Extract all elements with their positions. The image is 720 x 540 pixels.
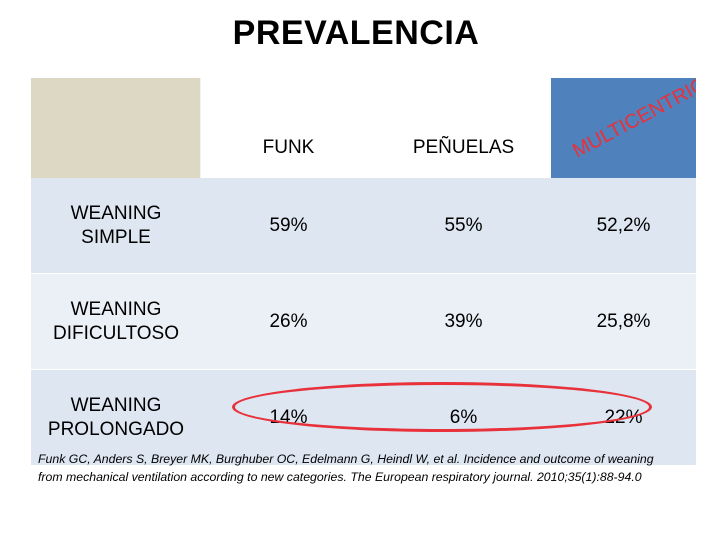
row-label-line: PROLONGADO <box>47 418 185 440</box>
column-header-penuelas: PEÑUELAS <box>412 137 515 159</box>
row-label-line: DIFICULTOSO <box>53 322 179 344</box>
cell-penuelas: 55% <box>444 214 483 236</box>
row-label-line: WEANING <box>70 298 162 320</box>
row-label: WEANING PROLONGADO <box>31 370 201 465</box>
row-label-line: WEANING <box>70 202 162 224</box>
cell-multicentrico: 22% <box>604 406 643 428</box>
citation: Funk GC, Anders S, Breyer MK, Burghuber … <box>38 451 698 487</box>
table-row: WEANING PROLONGADO 14% 6% 22% <box>31 370 696 465</box>
slide-title: PREVALENCIA <box>232 14 480 52</box>
cell-funk: 14% <box>269 406 308 428</box>
row-label: WEANING DIFICULTOSO <box>31 274 201 369</box>
cell-penuelas: 39% <box>444 310 483 332</box>
column-header-funk: FUNK <box>262 137 315 159</box>
cell-multicentrico: 52,2% <box>596 214 651 236</box>
header-empty-cell <box>31 78 201 178</box>
prevalence-table: FUNK PEÑUELAS MULTICENTRICO WEANING SIMPL… <box>31 78 696 465</box>
cell-multicentrico: 25,8% <box>596 310 651 332</box>
column-header-multicentrico: MULTICENTRICO <box>551 78 696 178</box>
table-header-row: FUNK PEÑUELAS MULTICENTRICO <box>31 78 696 178</box>
table-row: WEANING DIFICULTOSO 26% 39% 25,8% <box>31 274 696 369</box>
row-label-line: WEANING <box>70 394 162 416</box>
multicentrico-label-text: MULTICENTRICO <box>569 78 696 162</box>
citation-line: Funk GC, Anders S, Breyer MK, Burghuber … <box>38 452 654 466</box>
citation-line: from mechanical ventilation according to… <box>38 469 642 484</box>
cell-penuelas: 6% <box>449 406 478 428</box>
row-label: WEANING SIMPLE <box>31 178 201 273</box>
row-label-line: SIMPLE <box>81 226 151 248</box>
cell-funk: 26% <box>269 310 308 332</box>
table-row: WEANING SIMPLE 59% 55% 52,2% <box>31 178 696 273</box>
multicentrico-diagonal-label: MULTICENTRICO <box>569 78 696 162</box>
cell-funk: 59% <box>269 214 308 236</box>
